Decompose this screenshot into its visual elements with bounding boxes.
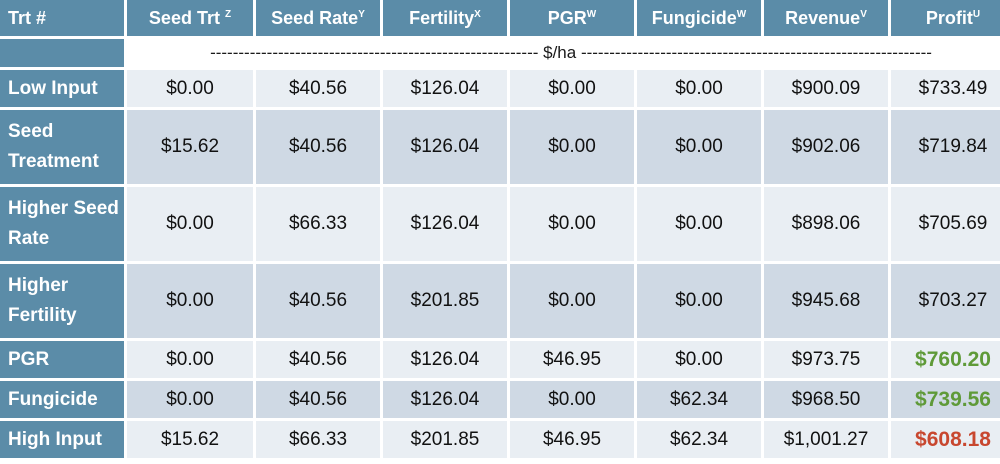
cell-fungicide: $0.00: [637, 264, 761, 338]
table-row: Seed Treatment $15.62 $40.56 $126.04 $0.00 $0…: [0, 110, 1000, 184]
cell-fertility: $126.04: [383, 70, 507, 107]
cell-seed-trt: $0.00: [127, 381, 253, 418]
table-row: Higher Seed Rate $0.00 $66.33 $126.04 $0.00 $…: [0, 187, 1000, 261]
unit-label: ----------------------------------------…: [127, 39, 1000, 67]
col-header-seed-trt: Seed Trt Z: [127, 0, 253, 36]
table-row: High Input $15.62 $66.33 $201.85 $46.95 $62.3…: [0, 421, 1000, 458]
cell-pgr: $0.00: [510, 264, 634, 338]
cell-seed-rate: $40.56: [256, 264, 380, 338]
cell-profit: $760.20: [891, 341, 1000, 378]
col-header-fertility: FertilityX: [383, 0, 507, 36]
row-label: Higher Fertility: [0, 264, 124, 338]
row-label: Low Input: [0, 70, 124, 107]
table-row: PGR $0.00 $40.56 $126.04 $46.95 $0.00 $973.75 $…: [0, 341, 1000, 378]
cell-fertility: $126.04: [383, 381, 507, 418]
table-row: Low Input $0.00 $40.56 $126.04 $0.00 $0.00 $90…: [0, 70, 1000, 107]
cell-fungicide: $0.00: [637, 187, 761, 261]
cell-profit: $739.56: [891, 381, 1000, 418]
cell-profit: $733.49: [891, 70, 1000, 107]
cell-seed-trt: $15.62: [127, 110, 253, 184]
cell-seed-trt: $0.00: [127, 70, 253, 107]
cell-revenue: $898.06: [764, 187, 888, 261]
cell-pgr: $0.00: [510, 70, 634, 107]
cell-fungicide: $0.00: [637, 341, 761, 378]
col-header-trt: Trt #: [0, 0, 124, 36]
cell-pgr: $0.00: [510, 110, 634, 184]
cell-pgr: $0.00: [510, 187, 634, 261]
unit-row-side: [0, 39, 124, 67]
cell-seed-rate: $66.33: [256, 187, 380, 261]
table-row: Higher Fertility $0.00 $40.56 $201.85 $0.00 $…: [0, 264, 1000, 338]
cell-seed-rate: $66.33: [256, 421, 380, 458]
cell-revenue: $973.75: [764, 341, 888, 378]
col-header-profit: ProfitU: [891, 0, 1000, 36]
col-header-revenue: RevenueV: [764, 0, 888, 36]
cell-revenue: $968.50: [764, 381, 888, 418]
cell-revenue: $945.68: [764, 264, 888, 338]
cell-revenue: $902.06: [764, 110, 888, 184]
row-label: Higher Seed Rate: [0, 187, 124, 261]
row-label: High Input: [0, 421, 124, 458]
row-label: Fungicide: [0, 381, 124, 418]
col-header-seed-rate: Seed RateY: [256, 0, 380, 36]
cell-profit: $608.18: [891, 421, 1000, 458]
cell-revenue: $1,001.27: [764, 421, 888, 458]
cell-pgr: $46.95: [510, 341, 634, 378]
cell-fungicide: $62.34: [637, 421, 761, 458]
cell-seed-trt: $15.62: [127, 421, 253, 458]
cell-fungicide: $0.00: [637, 70, 761, 107]
cell-revenue: $900.09: [764, 70, 888, 107]
cell-pgr: $0.00: [510, 381, 634, 418]
header-row: Trt # Seed Trt Z Seed RateY FertilityX P…: [0, 0, 1000, 36]
cell-seed-rate: $40.56: [256, 381, 380, 418]
cell-fertility: $201.85: [383, 264, 507, 338]
col-header-pgr: PGRW: [510, 0, 634, 36]
cell-profit: $705.69: [891, 187, 1000, 261]
cell-fungicide: $62.34: [637, 381, 761, 418]
cell-fungicide: $0.00: [637, 110, 761, 184]
row-label: Seed Treatment: [0, 110, 124, 184]
cell-fertility: $201.85: [383, 421, 507, 458]
cell-seed-rate: $40.56: [256, 70, 380, 107]
cell-pgr: $46.95: [510, 421, 634, 458]
cell-seed-trt: $0.00: [127, 341, 253, 378]
cell-fertility: $126.04: [383, 110, 507, 184]
table-row: Fungicide $0.00 $40.56 $126.04 $0.00 $62.34 $9…: [0, 381, 1000, 418]
cell-fertility: $126.04: [383, 341, 507, 378]
cell-profit: $719.84: [891, 110, 1000, 184]
col-header-fungicide: FungicideW: [637, 0, 761, 36]
cell-fertility: $126.04: [383, 187, 507, 261]
cell-seed-trt: $0.00: [127, 187, 253, 261]
cell-seed-rate: $40.56: [256, 341, 380, 378]
cell-profit: $703.27: [891, 264, 1000, 338]
unit-row: ----------------------------------------…: [0, 39, 1000, 67]
cell-seed-trt: $0.00: [127, 264, 253, 338]
cell-seed-rate: $40.56: [256, 110, 380, 184]
row-label: PGR: [0, 341, 124, 378]
